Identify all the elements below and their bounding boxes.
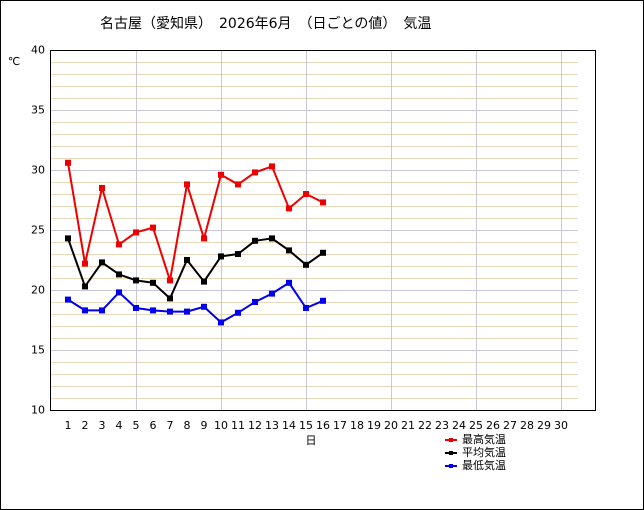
- marker: [116, 271, 122, 278]
- y-unit: ℃: [8, 55, 20, 68]
- legend-marker: [449, 438, 453, 442]
- x-tick-label: 6: [150, 419, 157, 432]
- marker: [303, 191, 309, 197]
- x-tick-label: 14: [282, 419, 296, 432]
- marker: [65, 235, 71, 242]
- x-tick-label: 7: [167, 419, 174, 432]
- marker: [167, 308, 173, 315]
- marker: [269, 235, 275, 242]
- marker: [320, 199, 326, 206]
- x-tick-label: 10: [214, 419, 228, 432]
- x-tick-label: 25: [469, 419, 483, 432]
- marker: [167, 295, 173, 302]
- marker: [235, 251, 241, 257]
- x-tick-label: 23: [435, 419, 449, 432]
- marker: [303, 305, 309, 311]
- marker: [201, 278, 207, 285]
- x-tick-label: 15: [299, 419, 313, 432]
- marker: [286, 279, 292, 286]
- x-tick-label: 19: [367, 419, 381, 432]
- x-tick-label: 11: [231, 419, 245, 432]
- y-tick-label: 35: [31, 104, 45, 117]
- marker: [133, 229, 139, 236]
- x-tick-label: 5: [133, 419, 140, 432]
- marker: [235, 309, 241, 316]
- y-tick-label: 20: [31, 284, 45, 297]
- y-tick-label: 15: [31, 344, 45, 357]
- marker: [133, 277, 139, 284]
- marker: [99, 259, 105, 266]
- marker: [303, 261, 309, 268]
- legend-label: 最高気温: [462, 432, 506, 446]
- marker: [167, 277, 173, 284]
- marker: [82, 260, 88, 267]
- x-tick-label: 1: [65, 419, 72, 432]
- x-tick-label: 8: [184, 419, 191, 432]
- y-tick-label: 25: [31, 224, 45, 237]
- series-line: [67, 281, 324, 324]
- legend-marker: [449, 464, 453, 468]
- marker: [82, 307, 88, 314]
- marker: [65, 296, 71, 303]
- x-tick-label: 29: [537, 419, 551, 432]
- x-tick-label: 28: [520, 419, 534, 432]
- marker: [201, 235, 207, 242]
- marker: [218, 253, 224, 260]
- marker: [286, 247, 292, 254]
- marker: [218, 171, 224, 178]
- marker: [252, 169, 258, 176]
- x-tick-label: 3: [99, 419, 106, 432]
- x-tick-label: 22: [418, 419, 432, 432]
- chart-title: 名古屋（愛知県） 2026年6月 （日ごとの値） 気温: [100, 15, 431, 32]
- marker: [150, 224, 156, 231]
- x-tick-label: 20: [384, 419, 398, 432]
- x-tick-label: 21: [401, 419, 415, 432]
- y-tick-label: 30: [31, 164, 45, 177]
- marker: [150, 279, 156, 286]
- marker: [99, 307, 105, 314]
- marker: [269, 163, 275, 170]
- marker: [269, 290, 275, 297]
- marker: [235, 181, 241, 188]
- x-tick-label: 2: [82, 419, 89, 432]
- x-tick-label: 4: [116, 419, 123, 432]
- x-tick-label: 9: [201, 419, 208, 432]
- legend-label: 最低気温: [462, 458, 506, 472]
- marker: [184, 308, 190, 315]
- series-line: [67, 237, 324, 301]
- marker: [252, 299, 258, 305]
- marker: [65, 159, 71, 166]
- x-tick-label: 18: [350, 419, 364, 432]
- marker: [133, 305, 139, 311]
- marker: [150, 307, 156, 314]
- marker: [320, 297, 326, 304]
- legend-label: 平均気温: [462, 445, 506, 459]
- marker: [99, 185, 105, 191]
- marker: [82, 283, 88, 290]
- x-tick-label: 17: [333, 419, 347, 432]
- marker: [184, 181, 190, 188]
- marker: [252, 237, 258, 244]
- legend-marker: [449, 451, 453, 455]
- x-label: 日: [306, 434, 317, 447]
- marker: [218, 319, 224, 326]
- x-tick-label: 30: [554, 419, 568, 432]
- x-tick-label: 26: [486, 419, 500, 432]
- series-line: [67, 162, 324, 281]
- x-tick-label: 16: [316, 419, 330, 432]
- x-tick-label: 12: [248, 419, 262, 432]
- x-tick-label: 27: [503, 419, 517, 432]
- marker: [116, 241, 122, 248]
- x-tick-label: 24: [452, 419, 466, 432]
- x-tick-label: 13: [265, 419, 279, 432]
- marker: [116, 289, 122, 296]
- y-tick-label: 10: [31, 404, 45, 417]
- marker: [201, 303, 207, 310]
- plot-border: [50, 50, 596, 411]
- marker: [184, 257, 190, 263]
- marker: [320, 249, 326, 256]
- marker: [286, 205, 292, 212]
- y-tick-label: 40: [31, 44, 45, 57]
